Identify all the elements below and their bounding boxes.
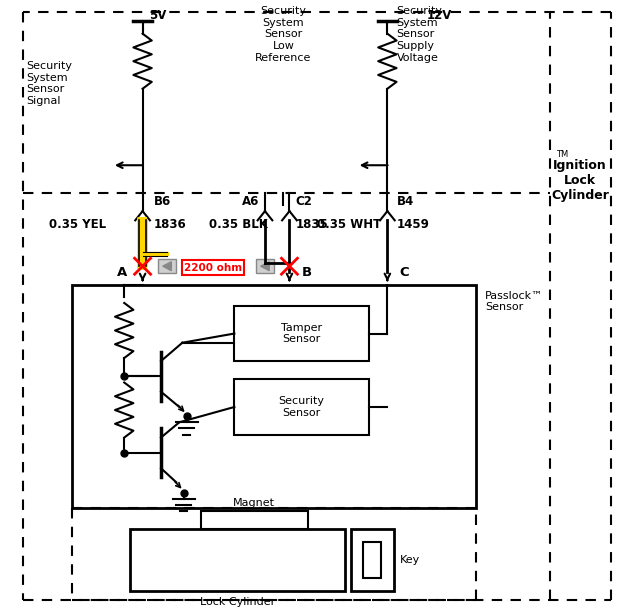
Text: 0.35 WHT: 0.35 WHT: [317, 218, 381, 231]
Bar: [235, 306, 369, 361]
Text: Security
System
Sensor
Supply
Voltage: Security System Sensor Supply Voltage: [396, 6, 443, 62]
Text: TM: TM: [555, 150, 568, 159]
Bar: [72, 285, 476, 508]
Text: B: B: [302, 266, 312, 279]
Text: Lock Cylinder: Lock Cylinder: [200, 597, 275, 606]
Text: Security
System
Sensor
Signal: Security System Sensor Signal: [26, 61, 72, 106]
Text: Magnet: Magnet: [233, 498, 275, 508]
Text: Security
Sensor: Security Sensor: [279, 396, 325, 418]
Text: Ignition
Lock
Cylinder: Ignition Lock Cylinder: [551, 159, 609, 202]
Bar: [158, 259, 176, 273]
Text: Security
System
Sensor
Low
Reference: Security System Sensor Low Reference: [255, 6, 311, 62]
Polygon shape: [261, 262, 269, 271]
Polygon shape: [163, 262, 171, 271]
Text: B4: B4: [397, 195, 415, 208]
Text: 1836: 1836: [153, 218, 186, 231]
Bar: [235, 379, 369, 435]
Bar: [351, 529, 394, 591]
Bar: [363, 542, 381, 578]
Text: 1835: 1835: [295, 218, 328, 231]
Text: Passlock™
Sensor: Passlock™ Sensor: [485, 291, 543, 312]
Text: 0.35 BLK: 0.35 BLK: [209, 218, 268, 231]
Text: C: C: [399, 266, 409, 279]
Bar: [201, 511, 308, 529]
Text: C2: C2: [295, 195, 313, 208]
Text: Tamper
Sensor: Tamper Sensor: [281, 323, 322, 345]
Text: A6: A6: [242, 195, 259, 208]
Text: 5V: 5V: [149, 9, 166, 22]
Text: 0.35 YEL: 0.35 YEL: [49, 218, 106, 231]
Text: A: A: [117, 266, 127, 279]
Bar: [131, 529, 344, 591]
Bar: [256, 259, 273, 273]
Text: Key: Key: [399, 555, 420, 565]
Bar: [183, 260, 243, 275]
Text: B6: B6: [153, 195, 171, 208]
Text: 12V: 12V: [427, 9, 453, 22]
Text: 2200 ohm: 2200 ohm: [184, 263, 242, 273]
Text: 1459: 1459: [396, 218, 429, 231]
